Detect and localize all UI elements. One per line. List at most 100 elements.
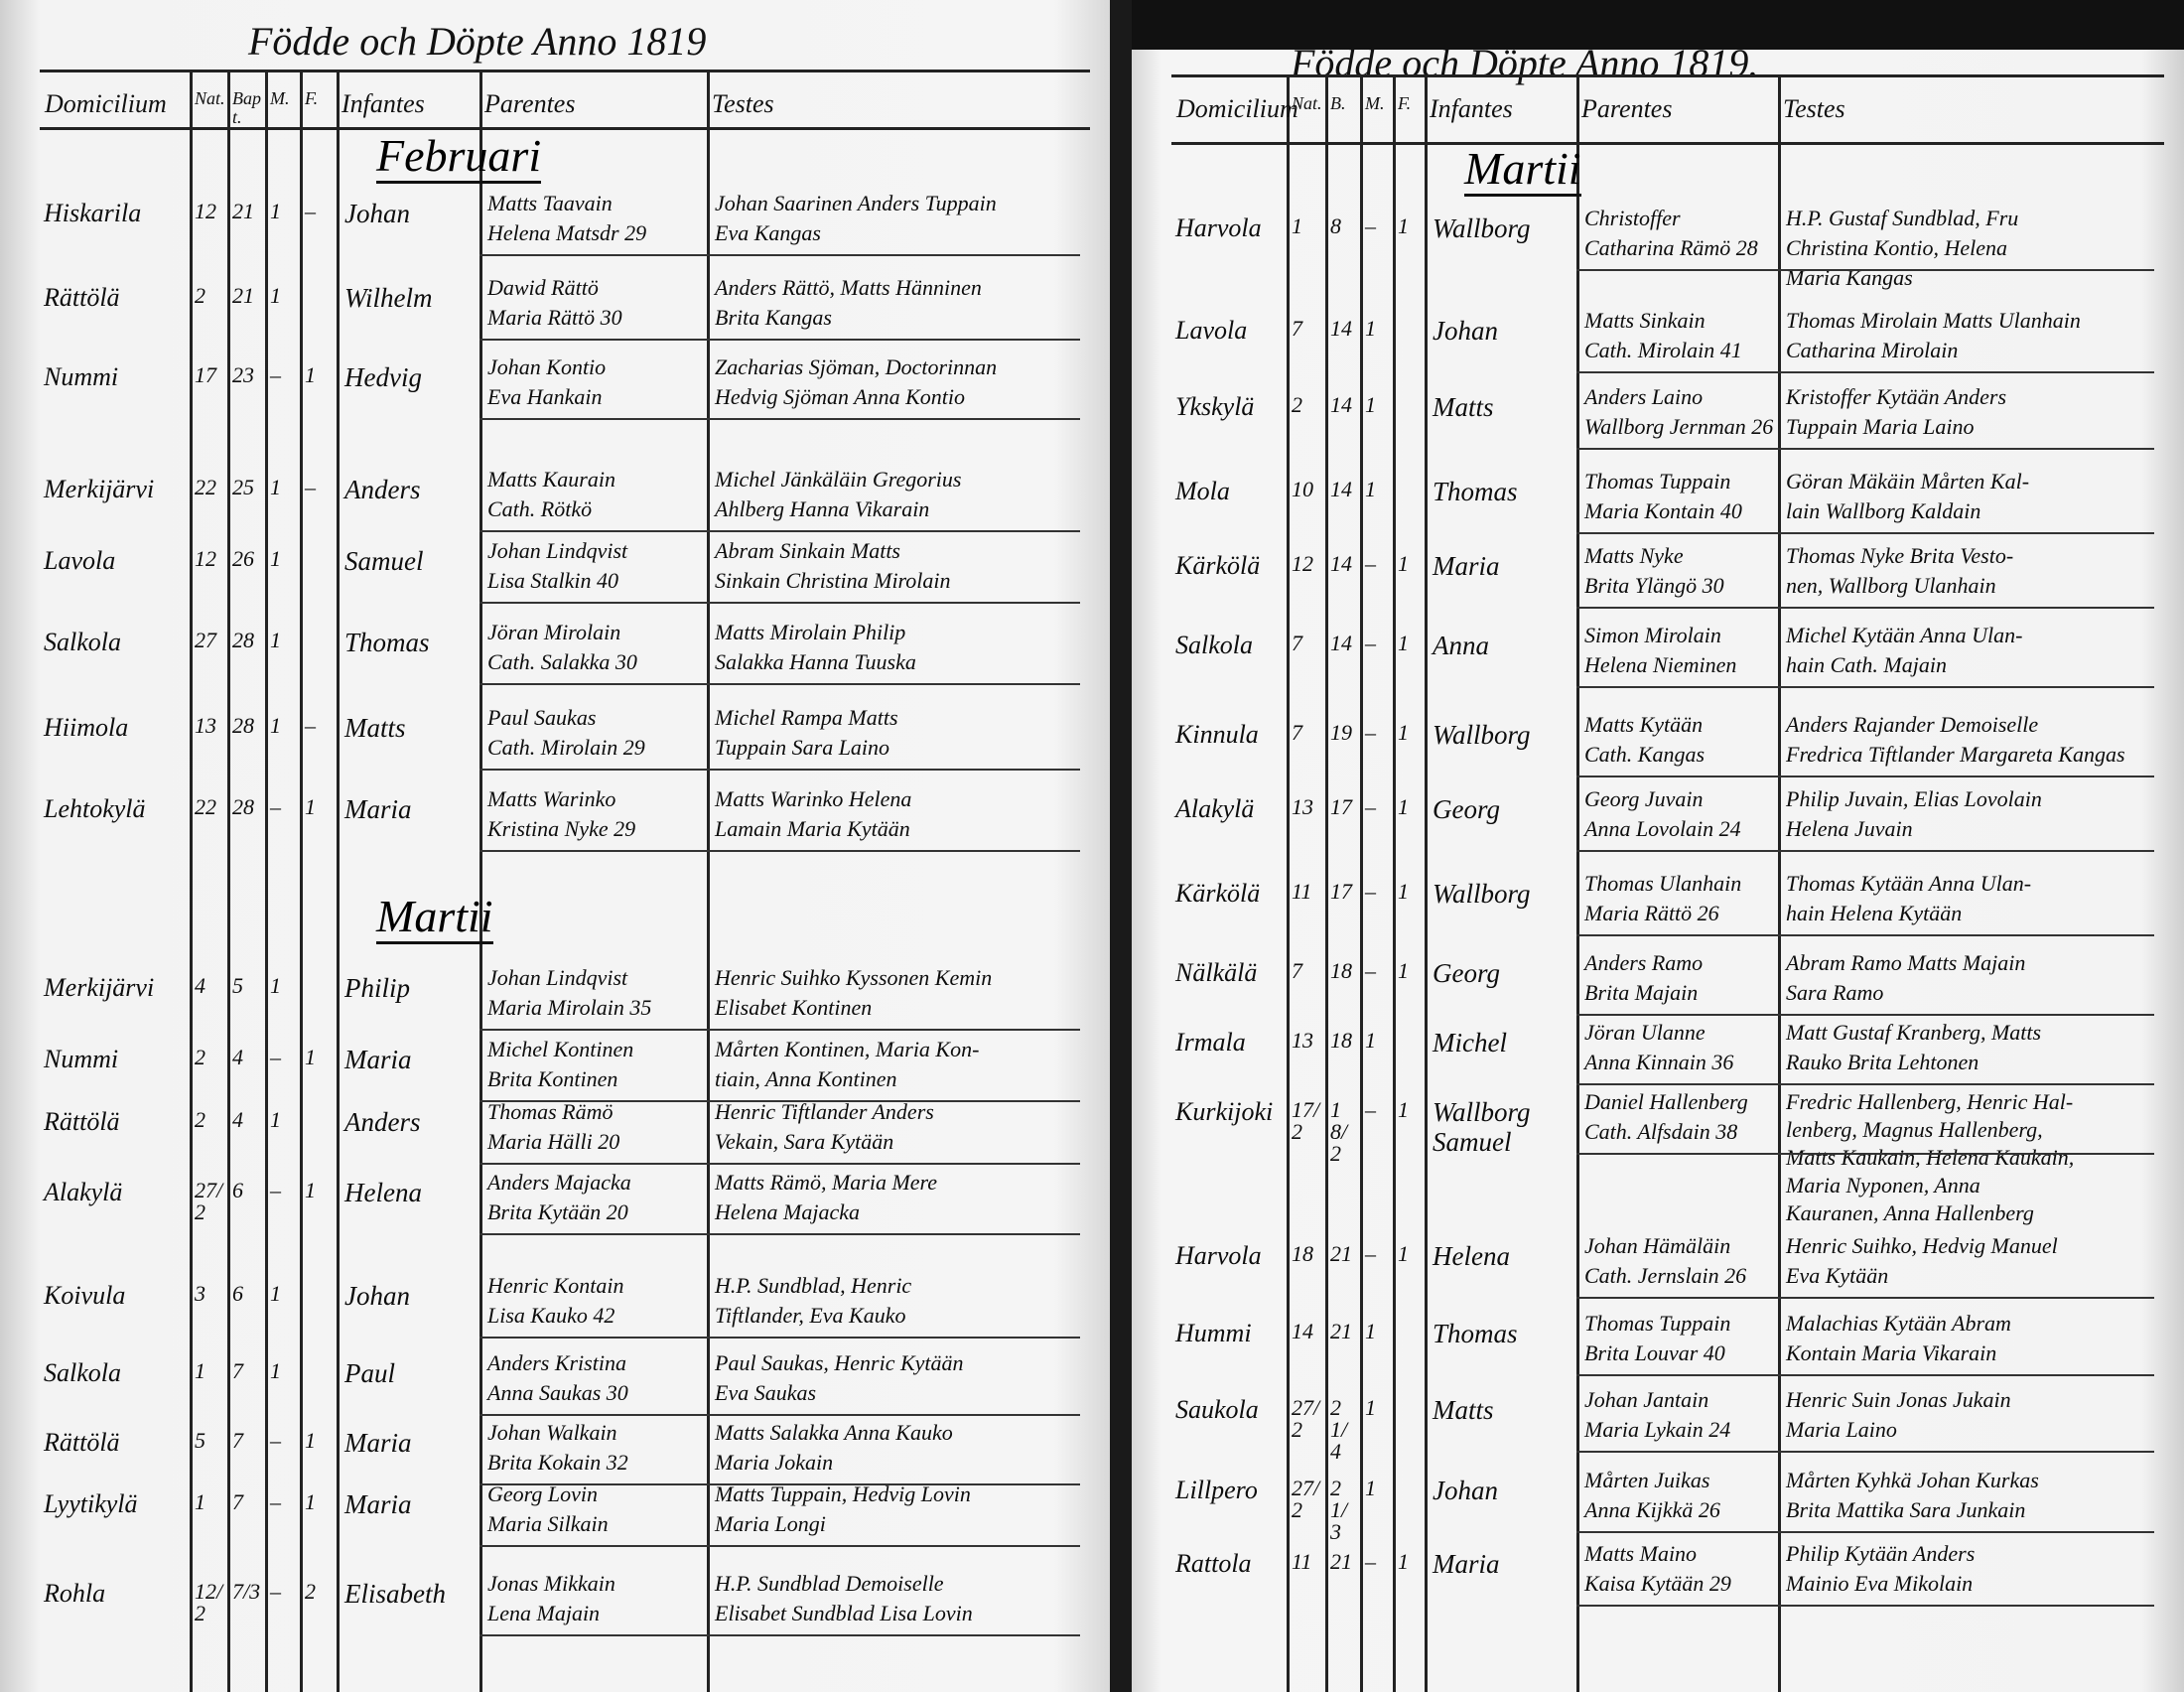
nat-cell: 27/2 [1292,1476,1320,1522]
nat-cell: 12 [195,199,216,223]
bapt-cell: 28 [232,794,254,819]
month-heading: Martii [376,892,493,944]
witness-line: lenberg, Magnus Hallenberg, [1786,1117,2043,1142]
domicilium: Hiskarila [44,199,142,227]
witness-line: Michel Jänkäläin Gregorius [715,467,962,492]
parent-name: Brita Louvar 40 [1584,1340,1725,1365]
domicilium: Lavola [44,546,116,575]
entry-rule [479,1029,1080,1031]
column-header-2: B. [1330,93,1346,113]
f-cell: 1 [1398,794,1409,819]
nat-cell: 13 [1292,794,1313,819]
parent-name: Mårten Juikas [1584,1468,1710,1492]
parent-name: Maria Hälli 20 [487,1129,620,1154]
column-divider [190,70,193,1692]
m-cell: – [270,1579,281,1604]
witness-line: H.P. Gustaf Sundblad, Fru [1786,206,2019,230]
nat-cell: 17 [195,362,216,387]
m-cell: – [270,1045,281,1069]
parent-name: Dawid Rättö [487,275,599,300]
infans-name: Wilhelm [344,283,433,313]
infans-name: Helena [344,1178,422,1207]
witness-line: Sara Ramo [1786,980,1884,1005]
column-divider [479,70,482,1692]
nat-cell: 22 [195,794,216,819]
witness-line: Fredric Hallenberg, Henric Hal- [1786,1089,2074,1114]
domicilium: Merkijärvi [44,475,155,503]
entry-rule [479,1483,1080,1485]
nat-cell: 7 [1292,720,1302,745]
entry-rule [479,530,1080,532]
nat-cell: 27/2 [1292,1395,1320,1442]
infans-name: Helena [1433,1241,1510,1271]
infans-name: Anna [1433,631,1489,660]
infans-name: Matts [1433,392,1494,422]
witness-line: Philip Juvain, Elias Lovolain [1786,786,2042,811]
witness-line: Michel Rampa Matts [715,705,898,730]
column-divider [707,70,710,1692]
witness-line: Salakka Hanna Tuuska [715,649,916,674]
parent-name: Thomas Rämö [487,1099,614,1124]
parent-name: Jonas Mikkain [487,1571,615,1596]
nat-cell: 18 [1292,1241,1313,1266]
witness-line: Tuppain Sara Laino [715,735,890,760]
m-cell: 1 [1365,1028,1376,1053]
bapt-cell: 14 [1330,477,1352,501]
header-bottom-rule [40,127,1090,130]
entry-rule [1576,1605,2154,1607]
nat-cell: 14 [1292,1319,1313,1343]
entry-rule [1576,1083,2154,1085]
nat-cell: 2 [195,1045,205,1069]
f-cell: 1 [1398,1097,1409,1122]
column-header-5: Infantes [341,89,425,118]
column-divider [227,70,230,1692]
bapt-cell: 21 [1330,1319,1352,1343]
parent-name: Paul Saukas [487,705,597,730]
domicilium: Kärkölä [1175,879,1261,908]
infans-name: Matts [1433,1395,1494,1425]
m-cell: 1 [270,1358,281,1383]
witness-line: Maria Longi [715,1511,826,1536]
parent-name: Brita Kytään 20 [487,1199,628,1224]
domicilium: Rohla [44,1579,106,1608]
m-cell: – [270,1178,281,1202]
domicilium: Hummi [1175,1319,1252,1347]
parent-name: Daniel Hallenberg [1584,1089,1748,1114]
nat-cell: 12 [1292,551,1313,576]
witness-line: Elisabet Sundblad Lisa Lovin [715,1601,973,1625]
witness-line: Henric Tiftlander Anders [715,1099,934,1124]
f-cell: 1 [305,362,316,387]
bapt-cell: 23 [232,362,254,387]
witness-line: Tuppain Maria Laino [1786,414,1975,439]
parent-name: Cath. Jernslain 26 [1584,1263,1747,1288]
bapt-cell: 8 [1330,213,1341,238]
parent-name: Michel Kontinen [487,1037,634,1061]
infans-name: Hedvig [344,362,422,392]
bapt-cell: 5 [232,973,243,998]
parent-name: Thomas Tuppain [1584,1311,1731,1336]
entry-rule [479,1634,1080,1636]
f-cell: 1 [305,1428,316,1453]
parent-name: Maria Silkain [487,1511,609,1536]
infans-name: Maria [344,1428,412,1458]
infans-name: Anders [344,1107,421,1137]
nat-cell: 10 [1292,477,1313,501]
bapt-cell: 6 [232,1178,243,1202]
m-cell: 1 [270,628,281,652]
entry-rule [479,1414,1080,1416]
infans-name: Paul [344,1358,395,1388]
parent-name: Brita Kokain 32 [487,1450,628,1475]
witness-line: Thomas Nyke Brita Vesto- [1786,543,2014,568]
parent-name: Cath. Rötkö [487,496,593,521]
witness-line: Ahlberg Hanna Vikarain [715,496,930,521]
witness-line: Matts Warinko Helena [715,786,912,811]
m-cell: – [1365,1241,1376,1266]
witness-line: Mårten Kontinen, Maria Kon- [715,1037,980,1061]
domicilium: Mola [1175,477,1230,505]
parent-name: Maria Lykain 24 [1584,1417,1731,1442]
nat-cell: 2 [195,283,205,308]
column-header-0: Domicilium [1176,94,1298,123]
m-cell: 1 [270,1107,281,1132]
domicilium: Kärkölä [1175,551,1261,580]
parent-name: Johan Kontio [487,354,607,379]
